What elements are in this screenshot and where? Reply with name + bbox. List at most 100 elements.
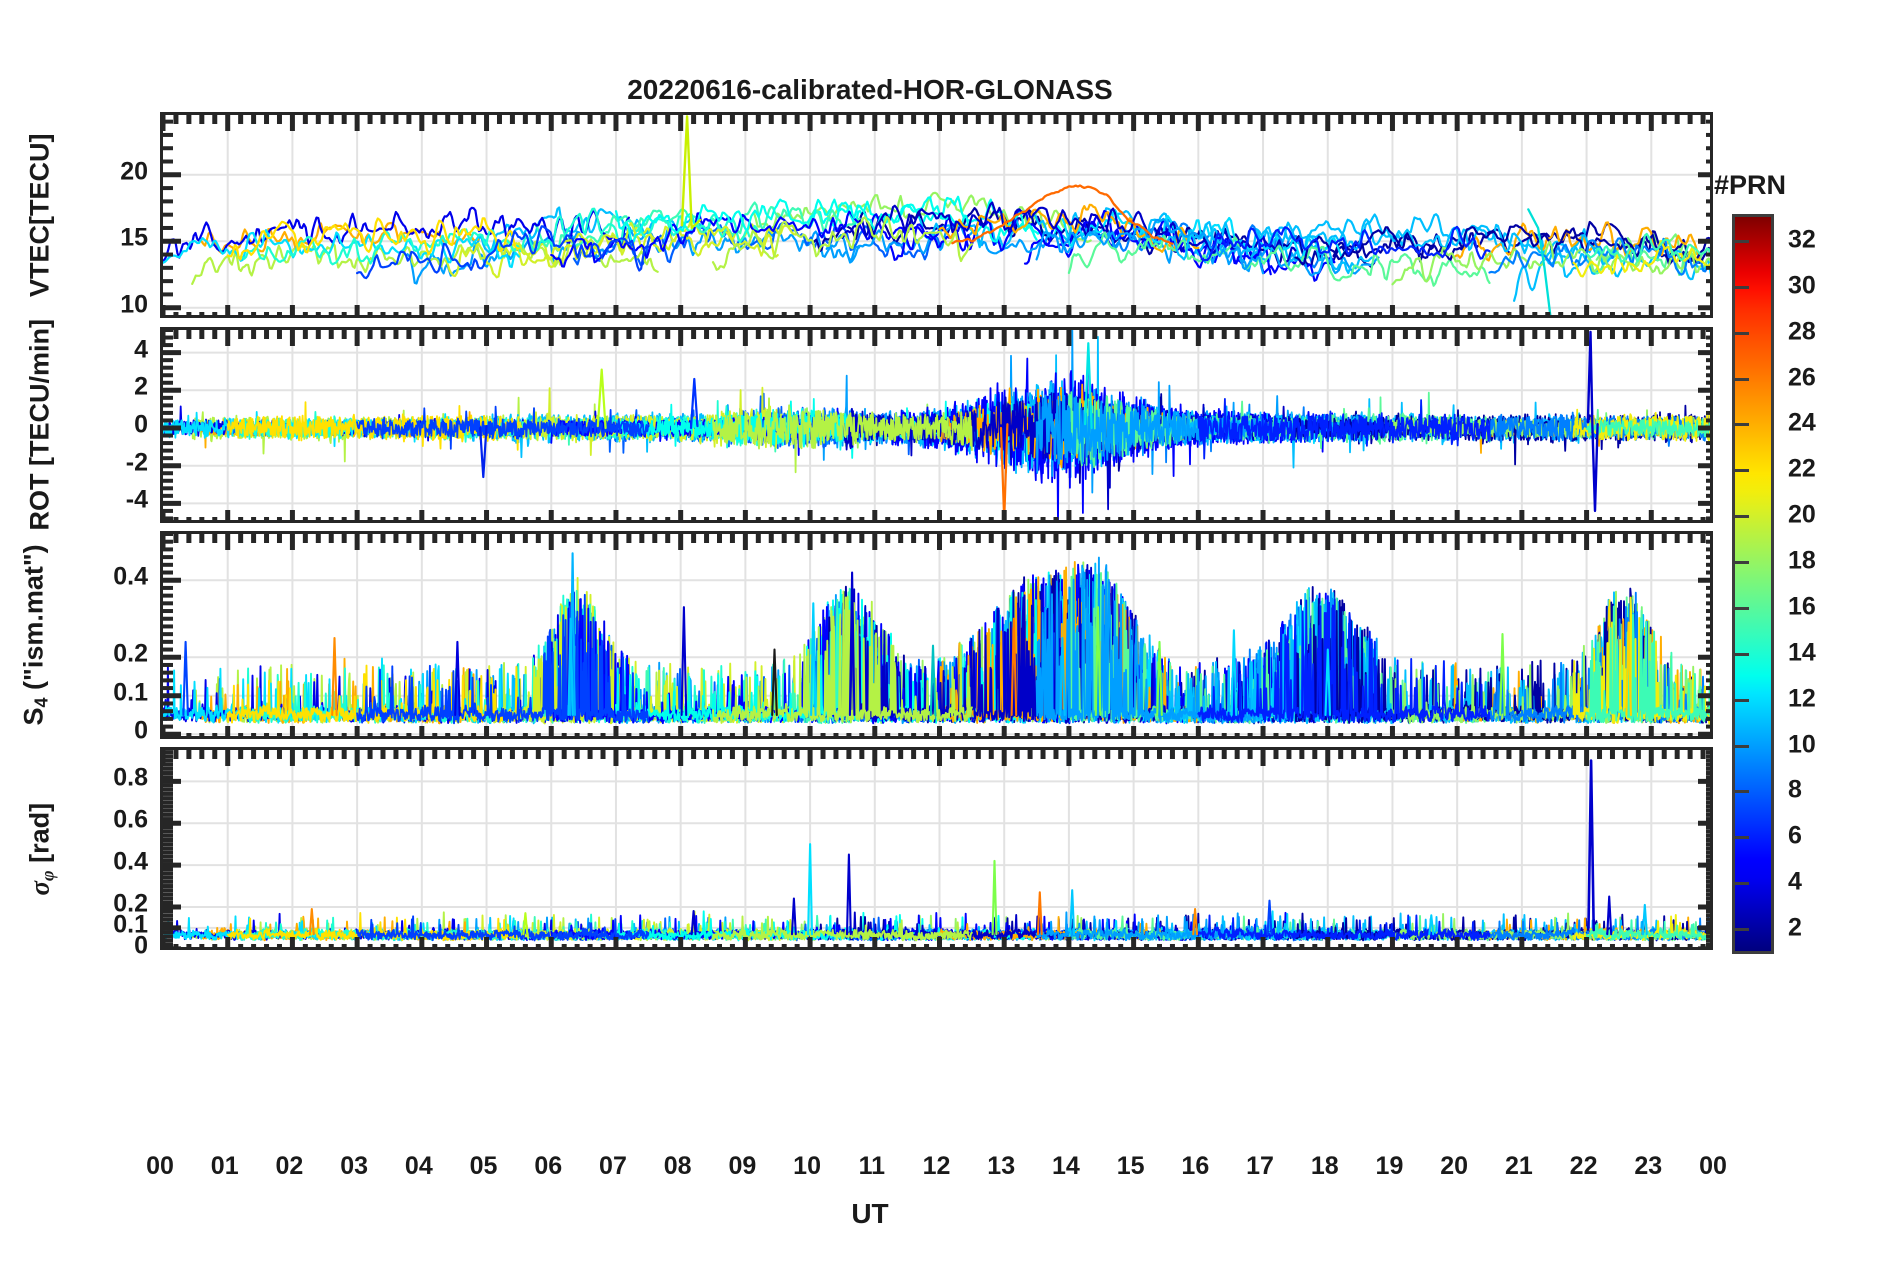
colorbar-tick-label: 26 bbox=[1788, 363, 1816, 392]
data-trace bbox=[331, 636, 338, 717]
data-trace bbox=[356, 915, 650, 942]
data-trace bbox=[848, 571, 856, 717]
x-tick-label: 12 bbox=[922, 1152, 951, 1180]
colorbar-tick bbox=[1735, 561, 1749, 565]
colorbar-ticks bbox=[1735, 217, 1771, 951]
data-trace bbox=[1197, 595, 1491, 724]
x-tick-label: 07 bbox=[599, 1152, 627, 1180]
data-trace bbox=[356, 225, 650, 280]
data-trace bbox=[1585, 232, 1710, 263]
data-trace bbox=[356, 593, 650, 725]
data-trace bbox=[226, 217, 520, 261]
plot-area-s4 bbox=[163, 534, 1710, 736]
data-trace bbox=[1067, 231, 1491, 287]
x-tick-label: 17 bbox=[1246, 1152, 1274, 1180]
colorbar-tick-label: 16 bbox=[1788, 592, 1816, 621]
y-tick-label-s4: 0.4 bbox=[113, 562, 148, 591]
x-tick-label: 11 bbox=[858, 1152, 885, 1180]
y-tick-label-vtec: 15 bbox=[120, 223, 148, 252]
colorbar-tick-label: 28 bbox=[1788, 317, 1816, 346]
data-trace bbox=[1192, 908, 1199, 936]
x-tick-label: 20 bbox=[1440, 1152, 1469, 1180]
data-trace bbox=[1527, 208, 1552, 315]
x-tick-label: 18 bbox=[1310, 1152, 1339, 1180]
x-tick-label: 04 bbox=[404, 1152, 433, 1180]
x-tick-label: 01 bbox=[210, 1152, 239, 1180]
data-trace bbox=[1230, 629, 1238, 717]
data-trace bbox=[550, 210, 973, 268]
colorbar-tick-label: 12 bbox=[1788, 684, 1816, 713]
xaxis-title: UT bbox=[851, 1198, 889, 1229]
data-trace bbox=[712, 590, 973, 724]
colorbar-gradient-fill bbox=[1735, 217, 1771, 951]
colorbar-tick bbox=[1735, 744, 1749, 748]
data-trace bbox=[999, 423, 1009, 520]
gridlines-sigma bbox=[163, 750, 1710, 947]
colorbar: #PRN 2 4 6 8 10 12 14 16 18 20 22 24 26 28 30 32 bbox=[1714, 160, 1900, 1060]
data-trace bbox=[615, 910, 1038, 942]
data-trace bbox=[200, 221, 480, 254]
y-tick-label-s4: 0 bbox=[134, 716, 148, 745]
colorbar-tick bbox=[1735, 882, 1749, 886]
x-tick-labels: 00 01 02 03 04 05 06 07 08 09 10 11 12 13 14 15 16 17 18 19… bbox=[0, 1152, 1902, 1192]
yaxis-title-rot: ROT [TECU/min] bbox=[24, 319, 55, 531]
panel-vtec bbox=[160, 112, 1713, 318]
data-trace bbox=[614, 196, 1038, 245]
colorbar-tick bbox=[1735, 469, 1749, 473]
y-tick-label-rot: 2 bbox=[134, 372, 148, 401]
data-trace bbox=[1266, 899, 1273, 936]
y-tick-label-sigma: 0.8 bbox=[113, 763, 148, 792]
data-traces-vtec bbox=[163, 115, 1710, 315]
data-trace bbox=[712, 397, 973, 474]
x-tick-label: 02 bbox=[275, 1152, 304, 1180]
data-trace bbox=[1451, 221, 1703, 265]
data-trace bbox=[1254, 213, 1602, 259]
y-tick-label-sigma: 0.6 bbox=[113, 805, 148, 834]
data-trace bbox=[752, 191, 1092, 243]
data-trace bbox=[1585, 417, 1710, 438]
y-tick-label-vtec: 10 bbox=[120, 290, 148, 319]
colorbar-tick bbox=[1735, 239, 1749, 243]
data-trace bbox=[1606, 895, 1613, 936]
x-tick-label: 00 bbox=[146, 1152, 174, 1180]
data-trace bbox=[929, 644, 937, 717]
ticks-vtec bbox=[163, 115, 1710, 315]
data-trace bbox=[690, 910, 697, 936]
data-trace bbox=[1197, 225, 1491, 262]
colorbar-tick-label: 6 bbox=[1788, 821, 1802, 850]
data-trace bbox=[689, 377, 699, 430]
x-tick-label: 03 bbox=[340, 1152, 369, 1180]
colorbar-tick bbox=[1735, 331, 1749, 335]
data-trace bbox=[1294, 224, 1710, 266]
data-trace bbox=[790, 897, 797, 936]
colorbar-tick bbox=[1735, 423, 1749, 427]
colorbar-title: #PRN bbox=[1714, 170, 1787, 200]
data-trace bbox=[1059, 636, 1066, 717]
colorbar-tick-label: 22 bbox=[1788, 454, 1816, 483]
x-tick-label: 14 bbox=[1052, 1152, 1080, 1180]
plot-area-rot bbox=[163, 330, 1710, 520]
data-trace bbox=[1499, 633, 1506, 717]
data-traces-s4 bbox=[163, 552, 1710, 725]
data-trace bbox=[951, 184, 1174, 245]
colorbar-tick-label: 18 bbox=[1788, 546, 1816, 575]
data-trace bbox=[845, 853, 852, 936]
data-trace bbox=[567, 617, 574, 717]
x-tick-label: 16 bbox=[1181, 1152, 1210, 1180]
ticks-rot bbox=[163, 330, 1710, 520]
x-tick-label: 22 bbox=[1569, 1152, 1598, 1180]
data-trace bbox=[454, 640, 461, 717]
data-trace bbox=[182, 640, 189, 717]
ticks-s4 bbox=[163, 534, 1710, 736]
x-tick-label: 05 bbox=[469, 1152, 498, 1180]
data-trace bbox=[163, 206, 630, 263]
colorbar-tick-label: 32 bbox=[1788, 225, 1816, 254]
y-tick-label-s4: 0.2 bbox=[113, 639, 148, 668]
colorbar-tick bbox=[1735, 515, 1749, 519]
y-tick-label-s4: 0.1 bbox=[113, 678, 148, 707]
colorbar-tick bbox=[1735, 928, 1749, 932]
y-tick-label-sigma: 0.2 bbox=[113, 889, 148, 918]
data-trace bbox=[1585, 605, 1710, 724]
x-tick-label: 15 bbox=[1116, 1152, 1145, 1180]
